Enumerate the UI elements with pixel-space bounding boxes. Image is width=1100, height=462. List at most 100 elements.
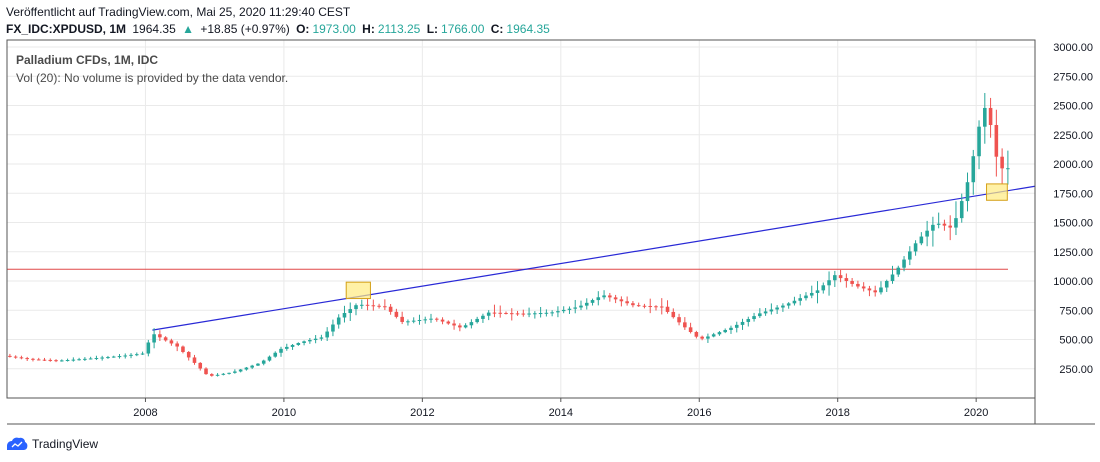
last-price: 1964.35 [132, 22, 176, 36]
tradingview-brand: TradingView [32, 437, 99, 451]
y-tick-label: 3000.00 [1053, 42, 1093, 54]
candle-body [827, 280, 831, 286]
candle-body [954, 218, 958, 228]
candle-body [786, 303, 791, 306]
candle-body [844, 278, 849, 282]
candle-body [948, 225, 952, 228]
candle-body [313, 338, 318, 341]
high-label: H: [362, 22, 375, 36]
candle-body [308, 340, 312, 342]
candle-body [758, 313, 762, 317]
price-chart[interactable]: 250.00 500.00 750.00 1000.00 1250.00 1500.00 1… [0, 0, 1100, 430]
candle-body [775, 307, 779, 310]
candle-body [965, 182, 970, 202]
candle-body [475, 318, 479, 323]
candle-body [383, 306, 387, 308]
candle-body [377, 305, 381, 307]
candle-body [734, 324, 739, 328]
candle-body [556, 311, 560, 313]
candle-body [983, 107, 987, 127]
candle-body [354, 305, 358, 310]
candle-body [711, 334, 716, 337]
candle-body [342, 312, 347, 318]
x-tick-label: 2020 [964, 407, 988, 419]
candle-body [631, 303, 635, 306]
candle-body [504, 312, 508, 314]
candle-body [763, 311, 768, 314]
candle-body [521, 313, 526, 315]
candle-body [284, 346, 289, 349]
open-value: 1973.00 [312, 22, 356, 36]
candle-body [400, 316, 404, 322]
y-tick-label: 750.00 [1059, 305, 1093, 317]
candle-body [100, 357, 104, 359]
candle-body [325, 331, 329, 338]
candle-body [169, 340, 174, 344]
candle-body [31, 358, 35, 360]
published-line: Veröffentlicht auf TradingView.com, Mai … [6, 5, 351, 19]
series-legend-title[interactable]: Palladium CFDs, 1M, IDC [16, 53, 159, 67]
candle-body [648, 306, 653, 308]
candle-body [798, 298, 802, 301]
candle-body [336, 317, 341, 325]
candle-body [486, 312, 491, 316]
y-tick-label: 1750.00 [1053, 188, 1093, 200]
candle-body [925, 230, 929, 237]
candle-body [561, 309, 566, 312]
candle-body [596, 297, 601, 301]
candle-body [723, 329, 728, 333]
candle-body [1006, 168, 1010, 170]
candle-body [256, 363, 260, 366]
plot-frame [6, 39, 1036, 399]
change-arrow-icon: ▲ [182, 22, 194, 36]
candle-body [296, 343, 301, 345]
candle-body [48, 359, 53, 361]
candle-body [931, 224, 935, 231]
candle-body [429, 318, 433, 320]
candle-body [873, 290, 877, 293]
candle-body [936, 223, 941, 225]
candle-body [538, 313, 543, 315]
candle-body [452, 323, 456, 326]
candle-body [608, 295, 612, 298]
candle-body [625, 301, 629, 304]
candles [8, 92, 1010, 377]
candle-body [440, 319, 445, 322]
candle-body [54, 360, 58, 362]
candle-body [411, 320, 416, 322]
candle-body [636, 305, 641, 307]
candle-body [792, 300, 797, 304]
x-tick-label: 2010 [272, 407, 296, 419]
candle-body [492, 312, 497, 314]
footer-branding[interactable]: TradingView [6, 434, 98, 454]
candle-body [365, 304, 370, 306]
highlight-box [345, 281, 371, 300]
candle-body [71, 359, 76, 361]
candle-body [111, 356, 116, 358]
candle-body [25, 358, 29, 360]
candle-body [319, 337, 324, 339]
candle-body [654, 306, 658, 308]
candle-body [683, 322, 687, 328]
candle-body [83, 358, 87, 360]
x-tick-label: 2016 [687, 407, 711, 419]
candle-body [198, 362, 203, 369]
candle-body [77, 359, 81, 361]
price-axis: 250.00 500.00 750.00 1000.00 1250.00 1500.00 1… [1053, 42, 1093, 376]
candle-body [406, 321, 410, 323]
candle-body [60, 360, 64, 362]
x-tick-label: 2014 [549, 407, 573, 419]
trendline [152, 185, 1036, 331]
candle-body [821, 285, 826, 291]
candle-body [348, 309, 353, 313]
candle-body [331, 324, 335, 332]
candle-body [417, 320, 422, 322]
candle-body [781, 305, 785, 308]
candle-body [233, 371, 237, 373]
x-tick-label: 2018 [825, 407, 849, 419]
candle-body [359, 304, 364, 306]
candle-body [890, 274, 895, 282]
candle-body [994, 125, 999, 157]
candle-body [65, 360, 70, 362]
symbol-label[interactable]: FX_IDC:XPDUSD, 1M [6, 22, 127, 36]
